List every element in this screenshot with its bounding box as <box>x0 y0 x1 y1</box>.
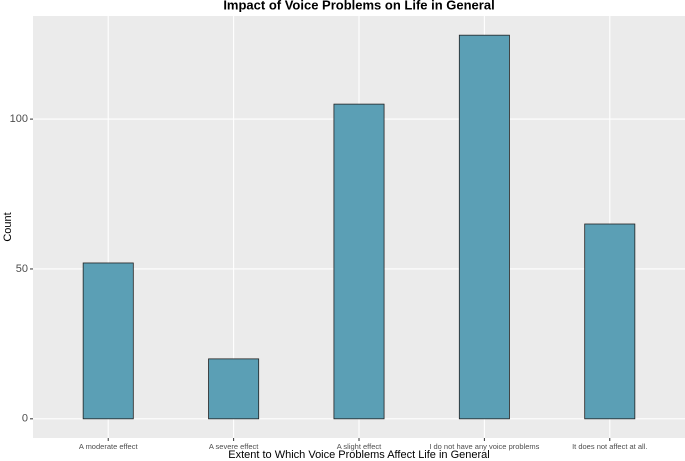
y-axis-title: Count <box>2 212 14 241</box>
bar <box>333 103 385 420</box>
x-tick-label: A severe effect <box>209 442 259 451</box>
bar <box>458 34 510 420</box>
bar <box>584 223 636 420</box>
x-tick-label: It does not affect at all. <box>572 442 647 451</box>
chart-title: Impact of Voice Problems on Life in Gene… <box>223 0 494 12</box>
x-axis-title: Extent to Which Voice Problems Affect Li… <box>228 449 490 461</box>
y-tick-label: 100 <box>10 113 28 125</box>
y-tick-label: 0 <box>22 413 28 425</box>
x-tick-label: A moderate effect <box>79 442 139 451</box>
y-tick-label: 50 <box>16 263 28 275</box>
bar <box>82 262 134 420</box>
bar <box>208 358 260 420</box>
x-tick-label: A slight effect <box>337 442 382 451</box>
x-tick-label: I do not have any voice problems <box>429 442 539 451</box>
